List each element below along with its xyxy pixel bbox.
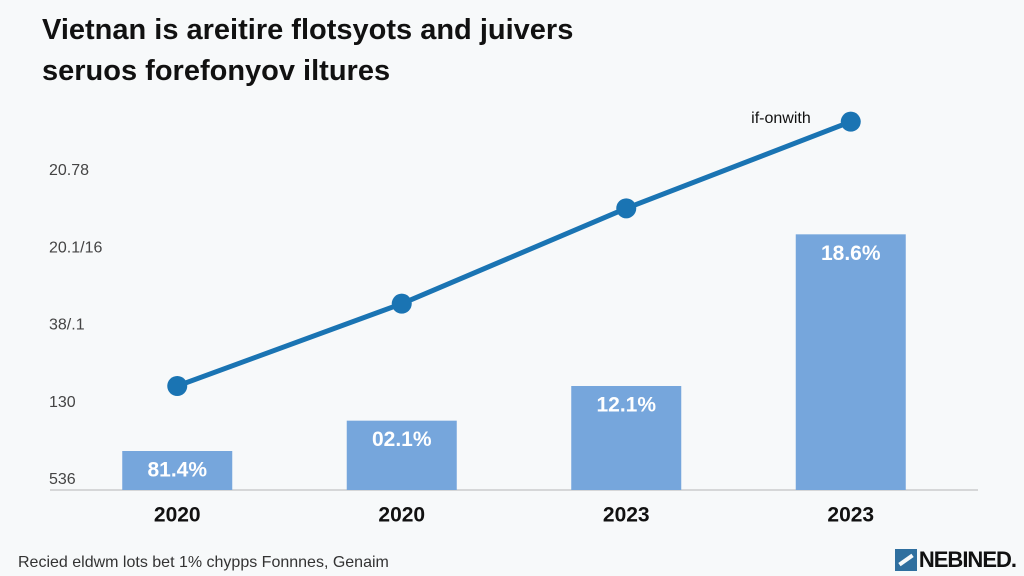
line-series xyxy=(174,119,854,389)
brand-logo-text: NEBINED. xyxy=(918,547,1017,572)
bar xyxy=(346,420,457,490)
bar xyxy=(571,386,682,490)
x-tick-label: 2023 xyxy=(603,504,650,527)
bar xyxy=(122,451,233,490)
bar-data-label: 18.6% xyxy=(821,242,881,265)
source-note: Recied eldwm lots bet 1% chypps Fonnnes,… xyxy=(18,554,389,571)
line-point xyxy=(840,111,861,132)
line-point xyxy=(391,293,412,314)
y-tick-label: 20.1/16 xyxy=(49,239,102,256)
y-tick-label: 130 xyxy=(49,394,76,411)
chart-title: Vietnan is areitire flotsyots and juiver… xyxy=(42,10,982,92)
y-tick-label: 20.78 xyxy=(49,162,89,179)
bar-data-label: 81.4% xyxy=(147,459,207,482)
brand-logo-icon xyxy=(894,549,917,571)
line-series-label: if-onwith xyxy=(751,110,811,127)
bar xyxy=(795,234,906,490)
x-tick-label: 2020 xyxy=(378,504,425,527)
brand-logo: NEBINED. xyxy=(894,547,1017,572)
y-tick-label: 38/.1 xyxy=(49,317,85,334)
chart-title-line-2: seruos forefonyov iltures xyxy=(42,55,391,87)
x-tick-label: 2023 xyxy=(827,504,874,527)
x-tick-label: 2020 xyxy=(154,504,201,527)
bar-data-label: 02.1% xyxy=(372,428,432,451)
line-point xyxy=(616,198,637,219)
bar-data-label: 12.1% xyxy=(596,394,656,417)
line-point xyxy=(167,376,188,396)
chart-title-line-1: Vietnan is areitire flotsyots and juiver… xyxy=(42,14,574,46)
y-tick-label: 536 xyxy=(49,471,76,488)
